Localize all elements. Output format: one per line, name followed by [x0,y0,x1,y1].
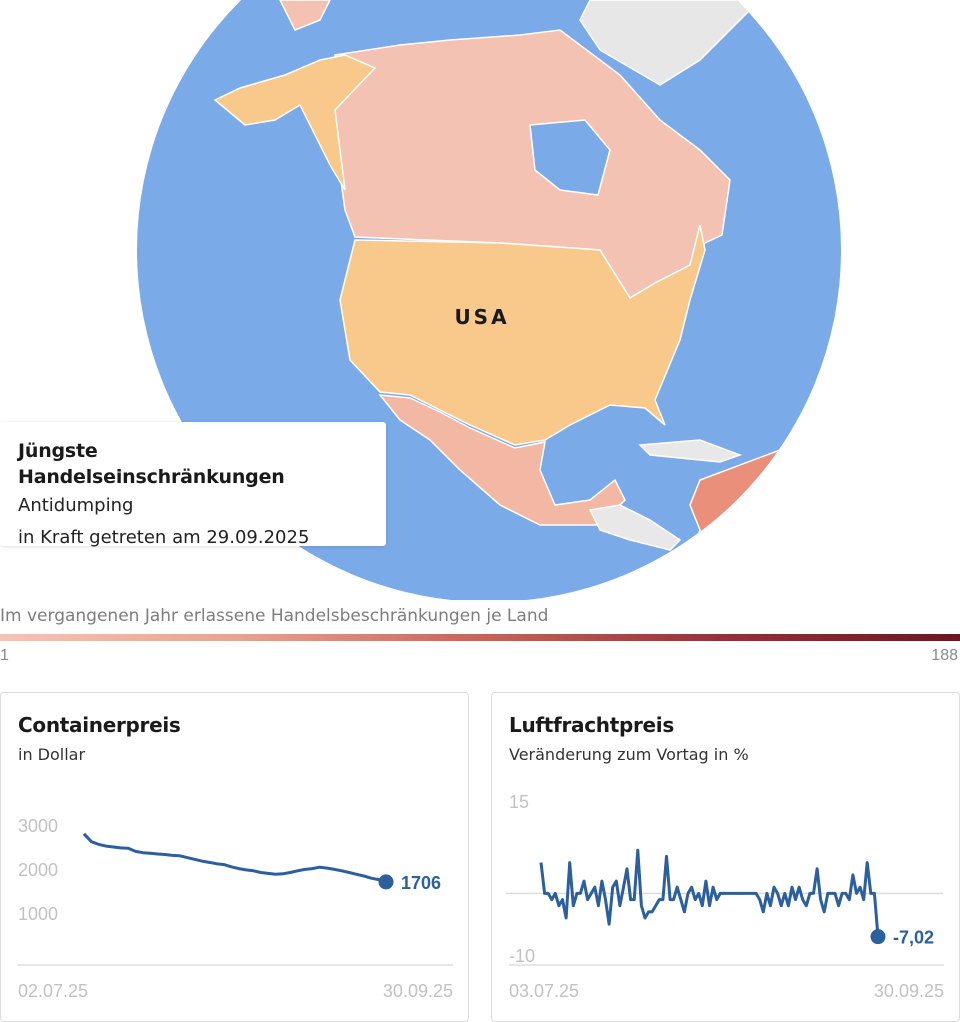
info-box-effective-date: in Kraft getreten am 29.09.2025 [18,527,310,548]
series-line [82,832,387,884]
container-price-card: Containerpreis in Dollar 3000 2000 1000 02.… [0,692,469,1022]
container-price-subtitle: in Dollar [18,745,86,764]
container-price-chart: 3000 2000 1000 02.07.25 30.09.25 1706 [18,816,453,1001]
legend-color-scale [0,634,960,641]
hudson-bay-water [529,119,611,196]
airfreight-price-subtitle: Veränderung zum Vortag in % [509,745,749,764]
alaska-region [213,54,377,191]
canada-region [329,29,731,300]
info-box-measure: Antidumping [18,495,134,516]
last-value-label: -7,02 [893,928,934,948]
info-box-title: Jüngste Handelseinschränkungen [18,440,285,488]
last-value-dot [378,874,394,890]
y-tick-label: 3000 [18,816,58,836]
y-tick-label: 15 [509,792,529,812]
y-tick-label: 1000 [18,904,58,924]
legend-min-label: 1 [0,647,9,664]
usa-label: USA [454,305,509,329]
legend-title: Im vergangenen Jahr erlassene Handelsbes… [0,606,549,626]
x-tick-label: 30.09.25 [383,981,453,1001]
central-america-region [588,504,682,551]
series-line [539,848,880,937]
greenland-region [579,0,762,86]
cuba-region [638,439,743,463]
y-tick-label: -10 [509,946,535,966]
northwest-corner-region [278,0,332,31]
airfreight-price-title: Luftfrachtpreis [509,713,674,737]
usa-region [339,224,706,446]
info-box: Jüngste Handelseinschränkungen Antidumpi… [0,422,386,548]
airfreight-price-chart: 15 -10 03.07.25 30.09.25 -7,02 [506,792,944,1001]
container-price-title: Containerpreis [18,713,181,737]
airfreight-price-card: Luftfrachtpreis Veränderung zum Vortag i… [491,692,960,1022]
y-tick-label: 2000 [18,860,58,880]
legend-max-label: 188 [931,647,958,664]
last-value-dot [870,929,886,945]
x-tick-label: 03.07.25 [509,981,579,1001]
x-tick-label: 02.07.25 [18,981,88,1001]
last-value-label: 1706 [401,873,441,893]
x-tick-label: 30.09.25 [874,981,944,1001]
mexico-region [378,394,626,526]
